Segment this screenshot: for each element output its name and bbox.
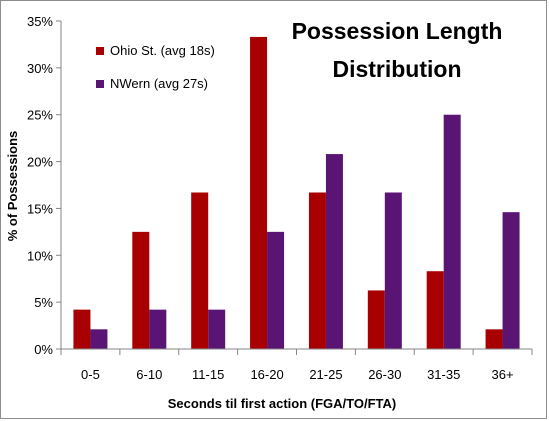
bar-nwern-26-30 <box>384 192 402 349</box>
bar-ohio-st-36+ <box>485 329 503 349</box>
plot-area: 0% 5% 10% 15% 20% 25% 30% 35% 0-5 6-10 11-15 16-20 2… <box>27 14 533 382</box>
y-tick-label-10: 10% <box>27 248 53 263</box>
legend-label-nwern: NWern (avg 27s) <box>110 76 208 91</box>
x-tick-label-31-35: 31-35 <box>427 367 460 382</box>
y-tick-label-20: 20% <box>27 155 53 170</box>
x-tick-label-6-10: 6-10 <box>136 367 162 382</box>
chart-title-line-1: Possession Length <box>292 18 503 44</box>
x-tick-label-16-20: 16-20 <box>250 367 283 382</box>
legend: Ohio St. (avg 18s) NWern (avg 27s) <box>96 43 215 91</box>
x-tick-label-21-25: 21-25 <box>309 367 342 382</box>
y-tick-label-30: 30% <box>27 61 53 76</box>
x-tick-label-36+: 36+ <box>492 367 514 382</box>
x-tick-label-26-30: 26-30 <box>368 367 401 382</box>
y-tick-label-0: 0% <box>34 342 53 357</box>
legend-label-ohio-st: Ohio St. (avg 18s) <box>110 43 215 58</box>
bar-ohio-st-31-35 <box>426 271 444 349</box>
bar-ohio-st-6-10 <box>132 231 150 349</box>
legend-swatch-ohio-st <box>96 47 104 55</box>
bar-nwern-6-10 <box>149 309 167 349</box>
bar-nwern-16-20 <box>267 231 285 349</box>
bar-ohio-st-16-20 <box>250 36 268 349</box>
y-axis-title: % of Possessions <box>5 131 20 242</box>
y-tick-label-35: 35% <box>27 14 53 29</box>
chart-title-line-2: Distribution <box>332 56 461 82</box>
bar-ohio-st-11-15 <box>191 192 209 349</box>
x-axis-title: Seconds til first action (FGA/TO/FTA) <box>168 396 396 411</box>
bar-nwern-21-25 <box>325 154 343 349</box>
bar-nwern-11-15 <box>208 309 226 349</box>
x-tick-label-0-5: 0-5 <box>81 367 100 382</box>
bar-nwern-0-5 <box>90 329 108 349</box>
bar-nwern-31-35 <box>443 114 461 349</box>
bar-ohio-st-21-25 <box>308 192 326 349</box>
y-tick-label-25: 25% <box>27 108 53 123</box>
chart-title: Possession Length Distribution <box>292 18 503 82</box>
x-tick-label-11-15: 11-15 <box>192 367 224 382</box>
bar-ohio-st-26-30 <box>367 290 385 349</box>
legend-swatch-nwern <box>96 80 104 88</box>
bar-ohio-st-0-5 <box>73 309 91 349</box>
bar-nwern-36+ <box>502 212 520 349</box>
y-tick-label-5: 5% <box>34 295 53 310</box>
y-tick-label-15: 15% <box>27 201 53 216</box>
